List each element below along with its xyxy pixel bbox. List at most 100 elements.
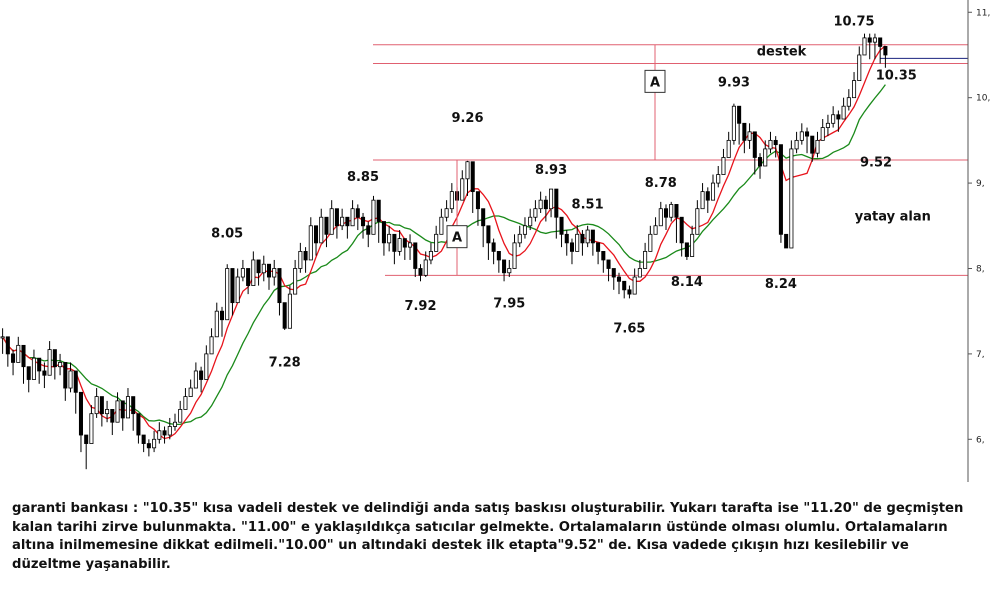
candle-body [115, 400, 120, 423]
candle-body [303, 251, 308, 261]
candle-body [16, 344, 21, 363]
candle-body [768, 139, 773, 150]
candle-body [42, 370, 47, 376]
candle-body [596, 242, 601, 252]
candle-body [496, 251, 501, 261]
moving-averages [2, 45, 886, 440]
candle-body [679, 216, 684, 244]
candle-body [611, 268, 616, 278]
candle-body [256, 259, 261, 274]
slow-moving-average [2, 84, 886, 426]
candle-body [684, 242, 689, 257]
candle-body [225, 268, 230, 321]
candle-body [21, 344, 26, 368]
candle-body [663, 208, 669, 218]
candle-body [261, 263, 266, 274]
candle-body [616, 276, 622, 282]
candle-body [105, 409, 110, 415]
candle-body [737, 105, 742, 124]
candle-body [580, 233, 585, 244]
annotations: 10.75 destek 10.35 9.93 9.26 8.85 8.93 8.51 8.78… [211, 15, 931, 371]
candle-body [590, 229, 595, 244]
candle-body [758, 157, 763, 167]
candle-body [517, 233, 522, 244]
candle-body [695, 208, 700, 235]
candle-body [825, 122, 830, 128]
candle-body [308, 225, 313, 261]
candle-body [538, 199, 543, 210]
candle-body [136, 413, 141, 436]
candle-body [26, 366, 31, 380]
candle-body [700, 191, 705, 210]
candle-body [251, 259, 256, 286]
candle-body [878, 37, 883, 47]
candle-body [240, 268, 245, 278]
candle-body [731, 105, 736, 141]
candle-body [726, 139, 731, 158]
fast-moving-average [2, 45, 886, 440]
candle-body [449, 191, 454, 210]
candle-body [507, 268, 512, 274]
candle-body [157, 430, 162, 440]
candle-body [799, 131, 804, 141]
price-annotation: 7.28 [269, 356, 301, 371]
candle-body [721, 157, 726, 175]
candle-body [752, 131, 757, 158]
price-annotation: 7.65 [613, 321, 645, 336]
candle-body [402, 238, 407, 248]
price-annotation: 9.52 [860, 156, 892, 171]
candle-body [334, 208, 339, 227]
candle-body [162, 430, 167, 436]
candle-body [852, 80, 857, 99]
candle-body [690, 233, 695, 257]
candle-body [5, 336, 10, 355]
candle-body [575, 233, 580, 252]
price-annotation: 9.93 [718, 75, 750, 90]
candle-body [408, 242, 413, 248]
range-marker-box [644, 69, 666, 93]
price-annotation: destek [757, 45, 807, 60]
candle-body [543, 199, 548, 210]
candle-body [622, 280, 627, 291]
candle-body [747, 131, 752, 141]
candle-body [653, 225, 658, 235]
candle-body [120, 400, 125, 419]
y-tick-label: 10, [976, 94, 990, 104]
candle-body [0, 336, 5, 339]
candle-body [89, 413, 94, 444]
range-marker-box [446, 225, 468, 249]
candle-body [94, 396, 99, 415]
y-tick-label: 9, [976, 179, 985, 189]
candle-body [381, 221, 386, 244]
candle-body [559, 216, 564, 235]
candle-body [58, 362, 63, 368]
price-annotation: 8.78 [645, 176, 677, 191]
candle-body [637, 268, 642, 278]
y-tick-label: 8, [976, 264, 985, 274]
candle-body [522, 225, 527, 235]
candle-body [585, 229, 590, 244]
price-annotation: 7.92 [404, 299, 436, 314]
candle-body [172, 421, 178, 427]
candle-body [366, 225, 371, 235]
candle-body [486, 225, 491, 244]
candle-body [883, 46, 888, 56]
candle-body [831, 114, 836, 124]
range-marker-label: A [650, 75, 660, 90]
price-annotation: 8.85 [347, 170, 379, 185]
candle-body [460, 178, 465, 201]
price-annotation: 8.51 [572, 197, 604, 212]
range-marker-label: A [452, 231, 462, 246]
y-tick-label: 6, [976, 435, 985, 445]
candle-body [784, 233, 789, 249]
candle-body [209, 336, 214, 355]
candle-body [820, 127, 825, 141]
candle-body [152, 438, 157, 449]
commentary-text: garanti bankası : "10.35" kısa vadeli de… [12, 501, 964, 572]
candle-body [836, 114, 841, 120]
candle-body [313, 225, 319, 244]
candle-body [627, 289, 632, 295]
candle-body [329, 208, 334, 235]
candle-body [11, 353, 16, 363]
candle-body [491, 242, 496, 252]
